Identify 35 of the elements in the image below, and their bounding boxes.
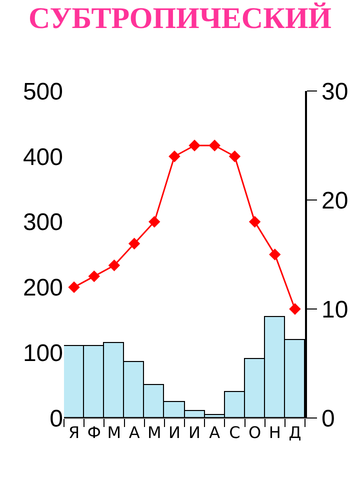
x-tick-label: М [107, 423, 122, 442]
x-tick-label: С [229, 423, 240, 442]
x-tick-label: Н [268, 423, 281, 442]
point [188, 140, 200, 152]
x-tick-label: А [209, 423, 220, 442]
chart-title: СУБТРОПИЧЕСКИЙ [28, 2, 332, 36]
y-tick-label: 300 [22, 209, 63, 236]
x-tick-label: И [188, 423, 201, 442]
point [269, 248, 281, 260]
x-tick-label: Я [68, 423, 80, 442]
y2-tick-label: 30 [322, 78, 348, 106]
point [208, 140, 220, 152]
point [248, 216, 261, 228]
y2-tick-label: 20 [322, 187, 348, 214]
point [108, 260, 120, 272]
point [289, 303, 301, 315]
x-tick-label: А [128, 423, 140, 442]
point [148, 216, 160, 228]
point [68, 281, 80, 294]
x-tick-label: М [147, 423, 162, 442]
x-tick-label: И [168, 423, 180, 442]
y-tick-label: 0 [50, 405, 63, 432]
y-tick-label: 100 [22, 340, 63, 367]
y-tick-label: 500 [22, 78, 63, 106]
point [128, 238, 140, 250]
y2-tick-label: 10 [322, 296, 348, 324]
point [88, 270, 100, 282]
x-tick-label: Д [288, 423, 302, 442]
x-tick-label: Ф [87, 423, 102, 442]
y2-tick-label: 0 [322, 405, 335, 432]
y-tick-label: 400 [22, 144, 63, 171]
y-tick-label: 200 [22, 274, 63, 302]
point [168, 150, 180, 162]
x-tick-label: О [248, 423, 262, 442]
point [228, 150, 241, 162]
